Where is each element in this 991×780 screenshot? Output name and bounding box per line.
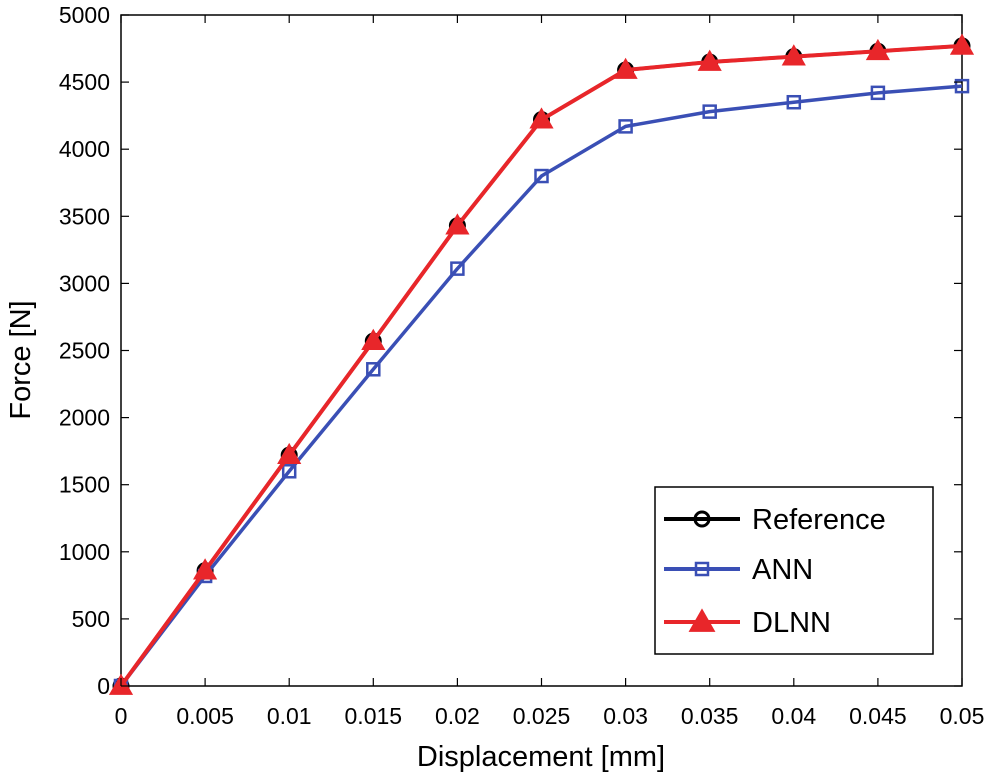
y-tick-label: 2500 <box>59 338 110 364</box>
x-tick-label: 0.045 <box>849 703 907 729</box>
data-point <box>954 78 970 94</box>
data-point <box>865 38 890 61</box>
legend-marker <box>694 561 710 577</box>
y-tick-label: 3500 <box>59 203 110 229</box>
data-point <box>534 168 549 184</box>
data-point <box>702 104 717 119</box>
y-tick-label: 0 <box>97 673 110 699</box>
data-point <box>193 558 218 580</box>
x-tick-label: 0.015 <box>345 703 403 729</box>
data-point <box>361 328 386 350</box>
data-point <box>613 57 638 79</box>
y-tick-label: 4500 <box>59 69 110 95</box>
y-tick-label: 4000 <box>59 136 110 162</box>
data-point <box>281 464 297 479</box>
x-tick-label: 0.05 <box>940 703 985 729</box>
x-axis-title: Displacement [mm] <box>417 741 665 773</box>
data-point <box>786 94 802 110</box>
series-layer <box>108 33 975 695</box>
y-tick-label: 1500 <box>59 472 110 498</box>
data-point <box>529 107 554 129</box>
legend-label: ANN <box>752 554 813 586</box>
legend-item-reference: Reference <box>664 504 886 536</box>
data-point <box>870 85 886 101</box>
y-tick-label: 5000 <box>59 2 110 28</box>
x-tick-label: 0.005 <box>176 703 234 729</box>
legend-item-dlnn: DLNN <box>664 607 831 639</box>
y-tick-label: 500 <box>72 606 110 632</box>
x-tick-label: 0.025 <box>513 703 571 729</box>
data-point <box>697 49 722 71</box>
y-tick-label: 2000 <box>59 405 110 431</box>
series-dlnn <box>108 33 975 695</box>
x-tick-label: 0.04 <box>771 703 816 729</box>
axes-layer: 0 0.005 0.01 0.015 0.02 0.025 0.03 0.035 0.04 0.0… <box>59 2 985 729</box>
legend-item-ann: ANN <box>664 554 813 586</box>
legend-marker <box>688 608 716 632</box>
data-point <box>618 119 633 134</box>
data-point <box>450 261 465 276</box>
x-tick-label: 0.02 <box>435 703 480 729</box>
legend-marker <box>693 510 711 528</box>
y-axis-title: Force [N] <box>5 300 37 419</box>
legend: Reference ANN DLNN <box>654 486 934 655</box>
legend-label: Reference <box>752 504 886 536</box>
series-line <box>119 84 963 688</box>
data-point <box>366 362 381 377</box>
data-point <box>445 213 470 235</box>
x-tick-label: 0.03 <box>603 703 648 729</box>
y-tick-label: 3000 <box>59 270 110 296</box>
x-tick-label: 0.01 <box>267 703 312 729</box>
data-point <box>781 44 806 66</box>
x-tick-label: 0.035 <box>681 703 739 729</box>
y-tick-label: 1000 <box>59 539 110 565</box>
x-tick-label: 0 <box>115 703 128 729</box>
legend-label: DLNN <box>752 607 831 639</box>
data-point <box>277 442 302 465</box>
data-point <box>949 33 975 55</box>
